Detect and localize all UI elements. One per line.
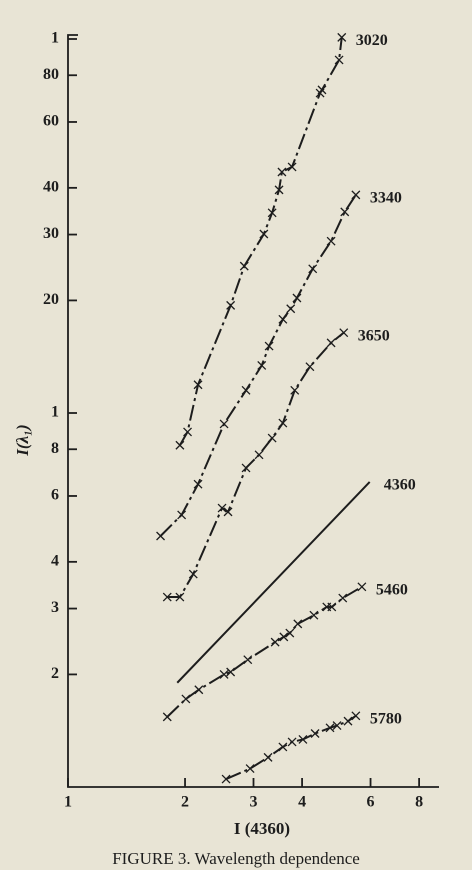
data-point [259,229,269,239]
x-tick-label: 4 [298,794,306,811]
data-point [326,338,336,348]
data-point [287,737,297,747]
y-tick-label: 20 [43,291,59,308]
data-point [181,694,191,704]
y-tick-label: 30 [43,225,59,242]
y-tick-label: 80 [43,66,59,83]
y-tick-label: 4 [51,553,59,570]
data-point [243,655,253,665]
series-line [167,331,345,599]
series-label: 3340 [370,190,402,207]
series-label: 3650 [358,327,390,344]
y-tick-label: 6 [51,487,59,504]
data-point [279,632,289,642]
series-label: 5460 [376,581,408,598]
data-point [183,427,193,437]
data-point [310,729,320,738]
data-point [285,628,295,638]
data-point [221,774,231,784]
data-point [357,582,367,592]
series-label: 5780 [370,710,402,727]
data-point [257,361,267,370]
data-point [327,602,337,612]
data-point [293,619,303,629]
axes [67,34,439,788]
data-point [339,328,349,338]
data-point [263,752,273,762]
data-point [267,433,277,443]
data-point [286,304,296,314]
data-point [177,510,187,520]
y-tick-label: 8 [51,440,59,457]
data-point [267,208,277,218]
x-tick-label: 8 [415,794,423,811]
series-line [179,37,343,446]
data-point [241,463,251,473]
data-point [241,385,251,395]
data-point [337,32,347,42]
data-point [162,592,172,602]
y-tick-label: 2 [51,665,59,682]
data-point [326,236,336,246]
data-point [325,723,335,733]
data-point [351,190,361,200]
data-point [351,711,361,721]
data-point [298,735,308,744]
data-point [317,85,327,95]
y-tick-label: 60 [43,113,59,130]
y-tick-label: 3 [51,599,59,616]
x-axis-label: I (4360) [234,819,290,838]
data-point [194,685,204,695]
data-point [219,419,229,429]
data-point [270,637,280,647]
data-point [226,300,236,310]
data-point [223,507,233,517]
data-point [219,669,229,679]
series-line [176,481,371,684]
data-point [332,721,342,730]
data-point [278,314,288,324]
data-point [338,593,348,603]
series-label: 3020 [356,32,388,49]
data-point [309,610,319,620]
data-point [193,479,203,489]
data-point [287,162,297,172]
data-point [239,261,249,271]
data-point [175,592,185,602]
x-tick-label: 1 [64,794,72,811]
caption: FIGURE 3. Wavelength dependence [112,849,360,868]
x-tick-label: 6 [367,794,375,811]
data-point [340,207,350,217]
y-axis-label: I(λ₁) [13,424,32,456]
x-tick-label: 2 [181,794,189,811]
data-point [292,293,302,303]
data-point [290,385,300,395]
data-point [226,667,236,677]
data-point [277,167,287,177]
data-point [245,764,255,774]
data-point [305,362,315,372]
y-tick-label: 1 [51,30,59,47]
data-point [175,440,185,450]
data-point [254,450,264,460]
data-point [217,503,227,513]
data-point [278,418,288,428]
series-line [159,194,357,537]
x-tick-label: 3 [250,794,258,811]
data-point [343,716,353,726]
data-point [188,569,198,579]
data-point [162,712,172,722]
data-point [278,742,288,752]
data-point [274,185,284,195]
data-point [264,341,274,351]
data-point [193,380,203,390]
data-point [156,531,166,541]
data-point [308,264,318,274]
series-label: 4360 [384,477,416,494]
y-tick-label: 1 [51,404,59,421]
data-point [334,55,344,65]
y-tick-label: 40 [43,179,59,196]
